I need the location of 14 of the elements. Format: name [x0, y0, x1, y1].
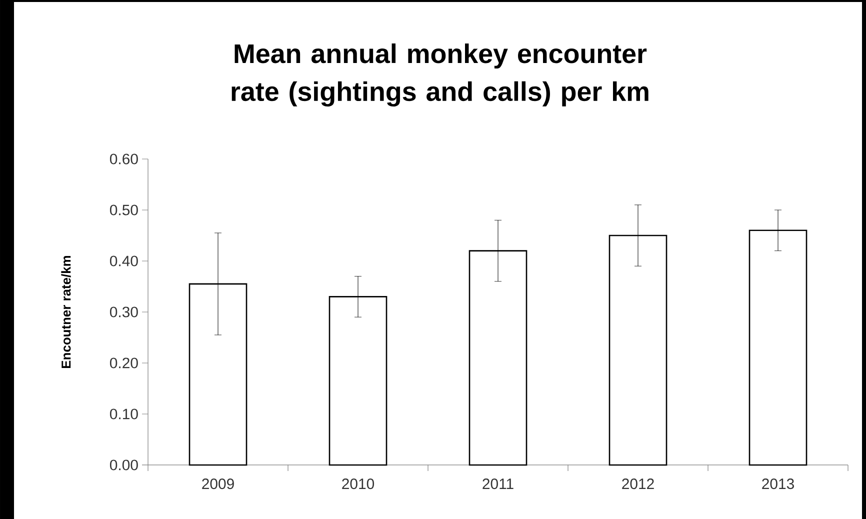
y-tick-label: 0.30	[110, 306, 138, 318]
y-tick-label: 0.60	[110, 154, 138, 164]
chart-title: Mean annual monkey encounter rate (sightings and calls) per km	[232, 43, 648, 107]
x-tick-label: 2009	[202, 478, 234, 490]
x-tick-label: 2013	[762, 478, 794, 490]
y-tick-label: 0.10	[110, 408, 138, 420]
y-tick-label: 0.20	[110, 358, 138, 368]
x-tick-label: 2010	[342, 478, 374, 490]
y-tick-label: 0.50	[110, 204, 138, 216]
x-tick-label: 2012	[622, 478, 654, 490]
y-tick-label: 0.00	[110, 460, 138, 470]
x-tick-label: 2011	[482, 478, 514, 490]
y-axis-title: Encoutner rate/km	[61, 256, 71, 368]
y-tick-label: 0.40	[110, 256, 138, 266]
